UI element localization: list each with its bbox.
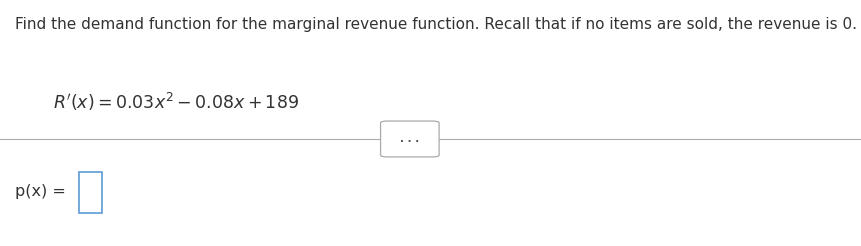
- Text: . . .: . . .: [400, 134, 419, 144]
- Text: $R'(x) = 0.03x^2 - 0.08x + 189$: $R'(x) = 0.03x^2 - 0.08x + 189$: [53, 91, 300, 113]
- Text: Find the demand function for the marginal revenue function. Recall that if no it: Find the demand function for the margina…: [15, 17, 858, 32]
- FancyBboxPatch shape: [381, 121, 439, 157]
- Text: p(x) =: p(x) =: [15, 184, 66, 199]
- FancyBboxPatch shape: [79, 172, 102, 213]
